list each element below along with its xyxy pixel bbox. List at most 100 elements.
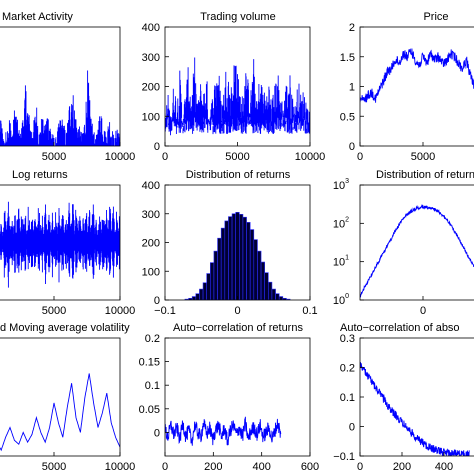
histogram-bar <box>271 288 276 300</box>
histogram-bar <box>242 216 247 300</box>
histogram-bar <box>235 212 240 300</box>
y-tick-label: 100 <box>142 111 160 123</box>
chart-title: Distribution of returns <box>376 169 474 181</box>
x-tick-label: 200 <box>204 461 222 473</box>
x-tick-label: 600 <box>301 461 319 473</box>
series-line <box>0 201 120 288</box>
histogram-bar <box>246 222 251 300</box>
plot-area <box>360 362 470 456</box>
series-line <box>360 204 474 298</box>
histogram-bar <box>220 227 226 300</box>
series-line <box>0 373 120 452</box>
plot-area <box>184 212 291 300</box>
plot-area <box>360 204 474 298</box>
axes-frame <box>0 337 121 457</box>
histogram-bar <box>253 239 258 300</box>
histogram-bar <box>191 296 197 300</box>
y-tick-label: 0 <box>154 141 160 153</box>
x-tick-label: 200 <box>393 461 411 473</box>
series-line <box>360 48 474 103</box>
chart-title: Distribution of returns <box>186 169 291 181</box>
y-tick-label: 0 <box>349 422 355 434</box>
x-tick-label: 0 <box>420 305 426 317</box>
histogram-bar <box>224 220 229 300</box>
y-tick-label: 100 <box>142 266 160 278</box>
histogram-bar <box>249 229 255 300</box>
y-tick-label: 0.05 <box>139 404 160 416</box>
y-tick-exponent: 1 <box>345 255 349 262</box>
chart-title: d Moving average volatility <box>0 322 130 334</box>
histogram-bar <box>202 282 207 300</box>
histogram-bar <box>268 281 273 300</box>
series-line <box>0 70 120 146</box>
x-tick-label: 0 <box>357 461 363 473</box>
y-tick-label: 0 <box>154 295 160 307</box>
y-tick-label: 0.1 <box>340 392 355 404</box>
chart-title: Auto−correlation of abso <box>340 322 460 334</box>
histogram-bar <box>257 250 262 300</box>
x-tick-label: 5000 <box>225 151 249 163</box>
y-tick-label: 400 <box>142 22 160 34</box>
y-tick-label: 101 <box>333 255 349 269</box>
axes-frame <box>359 26 474 147</box>
histogram-bar <box>213 250 218 300</box>
histogram-bar <box>286 298 291 300</box>
y-tick-label: 200 <box>142 238 160 250</box>
y-tick-label: 103 <box>333 178 349 192</box>
histogram-bar <box>195 293 200 300</box>
x-tick-label: 5000 <box>42 305 66 317</box>
y-tick-label: 300 <box>142 52 160 64</box>
histogram-bar <box>206 273 211 300</box>
chart-market-activity: 5000 10000 Market Activity <box>0 11 135 163</box>
y-tick-label: 1.5 <box>340 52 355 64</box>
series-line <box>165 57 310 136</box>
x-tick-label: 0 <box>234 305 240 317</box>
series-line <box>360 362 470 456</box>
y-tick-label: 100 <box>333 293 349 307</box>
y-tick-label: 400 <box>142 180 160 192</box>
y-tick-label: 300 <box>142 209 160 221</box>
chart-title: Log returns <box>12 169 68 181</box>
histogram-bar <box>228 216 233 300</box>
x-tick-label: −0.1 <box>154 305 176 317</box>
chart-auto-correlation-returns: 0 200 400 600 0 0.05 0.1 0.15 0.2 Auto−correlatio… <box>139 322 320 473</box>
x-tick-label: 0 <box>162 151 168 163</box>
x-tick-label: 400 <box>435 461 453 473</box>
chart-price: 0 5000 0 0.5 1 1.5 2 Price <box>340 11 474 163</box>
histogram-bar <box>231 213 236 300</box>
y-tick-label: 0.1 <box>145 380 160 392</box>
histogram-bar <box>210 262 215 300</box>
histogram-bar <box>217 237 222 300</box>
series-line <box>165 416 282 446</box>
y-tick-label: 2 <box>349 22 355 34</box>
y-tick-label: 200 <box>142 82 160 94</box>
y-tick-label: 0 <box>349 141 355 153</box>
chart-moving-average-volatility: 5000 10000 d Moving average volatility <box>0 322 135 473</box>
y-tick-label: 0 <box>154 427 160 439</box>
y-tick-label: 1 <box>349 82 355 94</box>
chart-title: Price <box>423 11 448 23</box>
y-tick-label: 0.15 <box>139 357 160 369</box>
histogram-bar <box>239 214 244 300</box>
plot-area <box>0 70 120 146</box>
histogram-bar <box>260 261 265 300</box>
plot-area <box>165 57 310 136</box>
y-tick-exponent: 3 <box>345 178 349 185</box>
histogram-bar <box>278 296 284 300</box>
plot-area <box>0 201 120 288</box>
x-tick-label: 0.1 <box>302 305 317 317</box>
x-tick-label: 10000 <box>105 305 136 317</box>
x-tick-label: 10000 <box>105 461 136 473</box>
y-tick-label: 0.5 <box>340 111 355 123</box>
x-tick-label: 0 <box>357 151 363 163</box>
chart-trading-volume: 0 5000 10000 0 100 200 300 400 Trading volume <box>142 11 326 163</box>
x-tick-label: 5000 <box>42 461 66 473</box>
histogram-bar <box>264 272 269 300</box>
chart-title: Auto−correlation of returns <box>173 322 303 334</box>
histogram-bar <box>199 288 204 300</box>
chart-title: Trading volume <box>200 11 275 23</box>
chart-log-returns: 5000 10000 Log returns <box>0 169 135 317</box>
x-tick-label: 5000 <box>42 151 66 163</box>
